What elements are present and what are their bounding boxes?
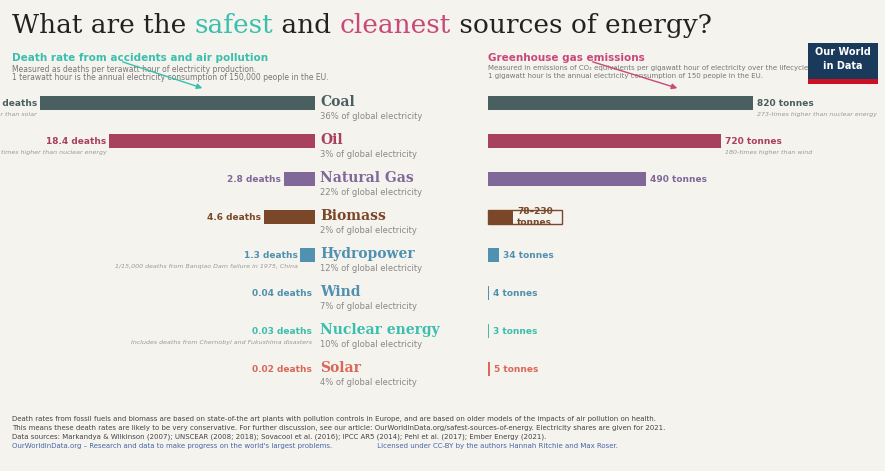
Bar bbox=[808, 79, 878, 84]
Text: 820 tonnes: 820 tonnes bbox=[757, 98, 813, 107]
Bar bbox=[488, 286, 489, 300]
Text: Measured as deaths per terawatt hour of electricity production.: Measured as deaths per terawatt hour of … bbox=[12, 65, 257, 74]
Text: Natural Gas: Natural Gas bbox=[320, 171, 414, 185]
Text: and: and bbox=[273, 13, 340, 38]
Text: 24.6 deaths: 24.6 deaths bbox=[0, 98, 37, 107]
Text: 18.4 deaths: 18.4 deaths bbox=[46, 137, 106, 146]
Text: Biomass: Biomass bbox=[320, 209, 386, 223]
Text: 1 terawatt hour is the annual electricity consumption of 150,000 people in the E: 1 terawatt hour is the annual electricit… bbox=[12, 73, 328, 82]
Text: 180-times higher than wind: 180-times higher than wind bbox=[725, 150, 812, 155]
Bar bbox=[40, 96, 315, 110]
Text: Our World
in Data: Our World in Data bbox=[815, 47, 871, 71]
Text: Measured in emissions of CO₂ equivalents per gigawatt hour of electricity over t: Measured in emissions of CO₂ equivalents… bbox=[488, 65, 877, 71]
Text: Death rates from fossil fuels and biomass are based on state-of-the art plants w: Death rates from fossil fuels and biomas… bbox=[12, 416, 656, 422]
Bar bbox=[488, 210, 513, 224]
Bar bbox=[808, 43, 878, 79]
Text: 0.03 deaths: 0.03 deaths bbox=[252, 326, 312, 335]
Bar bbox=[488, 172, 646, 186]
Text: Nuclear energy: Nuclear energy bbox=[320, 323, 440, 337]
Text: 4.6 deaths: 4.6 deaths bbox=[206, 212, 260, 221]
Text: Oil: Oil bbox=[320, 133, 342, 147]
Text: 273-times higher than nuclear energy: 273-times higher than nuclear energy bbox=[757, 112, 877, 117]
Text: Data sources: Markandya & Wilkinson (2007); UNSCEAR (2008; 2018); Sovacool et al: Data sources: Markandya & Wilkinson (200… bbox=[12, 434, 546, 440]
Text: 7% of global electricity: 7% of global electricity bbox=[320, 302, 417, 311]
Bar bbox=[264, 210, 315, 224]
Text: 613 times higher than nuclear energy: 613 times higher than nuclear energy bbox=[0, 150, 106, 155]
Text: 0.04 deaths: 0.04 deaths bbox=[251, 289, 312, 298]
Text: 22% of global electricity: 22% of global electricity bbox=[320, 188, 422, 197]
Bar bbox=[488, 210, 562, 224]
Text: This means these death rates are likely to be very conservative. For further dis: This means these death rates are likely … bbox=[12, 425, 666, 431]
Text: 0.02 deaths: 0.02 deaths bbox=[252, 365, 312, 374]
Text: What are the: What are the bbox=[12, 13, 195, 38]
Bar bbox=[488, 324, 489, 338]
Text: cleanest: cleanest bbox=[340, 13, 450, 38]
Text: Includes deaths from Chernobyl and Fukushima disasters: Includes deaths from Chernobyl and Fukus… bbox=[131, 340, 312, 345]
Bar bbox=[488, 248, 499, 262]
Text: 1.3 deaths: 1.3 deaths bbox=[243, 251, 297, 260]
Text: Death rate from accidents and air pollution: Death rate from accidents and air pollut… bbox=[12, 53, 268, 63]
Text: 2.8 deaths: 2.8 deaths bbox=[227, 174, 281, 184]
Text: 78–230
tonnes: 78–230 tonnes bbox=[517, 207, 553, 227]
Text: OurWorldInData.org – Research and data to make progress on the world's largest p: OurWorldInData.org – Research and data t… bbox=[12, 443, 618, 449]
Text: 1,230-times higher than solar: 1,230-times higher than solar bbox=[0, 112, 37, 117]
Text: Wind: Wind bbox=[320, 285, 360, 299]
Bar bbox=[488, 96, 753, 110]
Bar bbox=[110, 134, 315, 148]
Text: 4 tonnes: 4 tonnes bbox=[493, 289, 538, 298]
Text: 34 tonnes: 34 tonnes bbox=[503, 251, 554, 260]
Text: 36% of global electricity: 36% of global electricity bbox=[320, 112, 422, 121]
Text: 490 tonnes: 490 tonnes bbox=[650, 174, 707, 184]
Text: 1 gigawatt hour is the annual electricity consumption of 150 people in the EU.: 1 gigawatt hour is the annual electricit… bbox=[488, 73, 763, 79]
Text: 4% of global electricity: 4% of global electricity bbox=[320, 378, 417, 387]
Text: 3 tonnes: 3 tonnes bbox=[493, 326, 537, 335]
Text: Greenhouse gas emissions: Greenhouse gas emissions bbox=[488, 53, 645, 63]
Bar bbox=[488, 134, 720, 148]
Text: 12% of global electricity: 12% of global electricity bbox=[320, 264, 422, 273]
Text: Hydropower: Hydropower bbox=[320, 247, 415, 261]
Text: Solar: Solar bbox=[320, 361, 361, 375]
Bar bbox=[488, 362, 489, 376]
Text: 10% of global electricity: 10% of global electricity bbox=[320, 340, 422, 349]
Text: 3% of global electricity: 3% of global electricity bbox=[320, 150, 417, 159]
Bar bbox=[301, 248, 315, 262]
Text: sources of energy?: sources of energy? bbox=[450, 13, 712, 38]
Text: 2% of global electricity: 2% of global electricity bbox=[320, 226, 417, 235]
Text: 720 tonnes: 720 tonnes bbox=[725, 137, 781, 146]
Bar bbox=[284, 172, 315, 186]
Text: Coal: Coal bbox=[320, 95, 355, 109]
Text: 1/15,000 deaths from Banqiao Dam failure in 1975, China: 1/15,000 deaths from Banqiao Dam failure… bbox=[114, 264, 297, 269]
Text: safest: safest bbox=[195, 13, 273, 38]
Text: 5 tonnes: 5 tonnes bbox=[494, 365, 538, 374]
